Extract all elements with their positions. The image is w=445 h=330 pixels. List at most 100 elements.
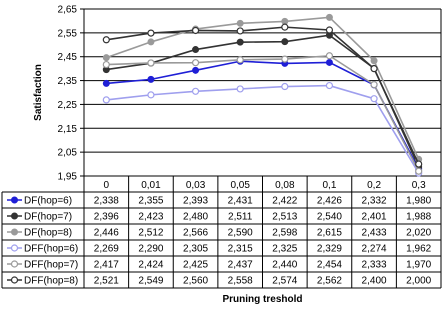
- data-table-cell: 2,440: [272, 260, 297, 271]
- x-tick-label: 0: [104, 180, 110, 191]
- series-line: [106, 16, 420, 160]
- y-tick-label: 2,05: [58, 148, 78, 159]
- data-table-cell: 2,511: [228, 212, 253, 223]
- data-table-cell: 2,401: [362, 212, 387, 223]
- data-table-cell: 2,480: [183, 212, 208, 223]
- data-table-cell: 2,305: [183, 244, 208, 255]
- data-table-cell: 2,431: [228, 196, 253, 207]
- data-point: [370, 81, 378, 89]
- data-table-cell: 2,400: [362, 276, 387, 287]
- data-point: [192, 66, 200, 74]
- data-point: [236, 38, 244, 46]
- data-table-cell: 2,396: [94, 212, 119, 223]
- series-line: [106, 54, 420, 172]
- legend-label: DFF(hop=8): [24, 276, 78, 287]
- legend-key-marker: [10, 244, 19, 252]
- y-tick-label: 2,15: [58, 124, 78, 135]
- data-point: [147, 91, 155, 99]
- data-point: [281, 17, 289, 25]
- data-table-cell: 1,988: [406, 212, 431, 223]
- data-table-cell: 2,454: [317, 260, 342, 271]
- data-table-cell: 2,615: [317, 228, 342, 239]
- data-point: [281, 23, 289, 31]
- x-tick-label: 0,08: [275, 180, 295, 191]
- data-table-cell: 2,422: [272, 196, 297, 207]
- y-tick-label: 2,25: [58, 100, 78, 111]
- data-table-cell: 2,512: [138, 228, 163, 239]
- data-point: [236, 19, 244, 27]
- data-point: [281, 38, 289, 46]
- series-line: [106, 84, 420, 174]
- data-point: [102, 60, 110, 69]
- y-axis-title: Satisfaction: [33, 64, 44, 121]
- data-point: [102, 79, 110, 87]
- data-table-cell: 2,433: [362, 228, 387, 239]
- y-tick-label: 2,45: [58, 52, 78, 63]
- legend-label: DF(hop=7): [24, 212, 72, 223]
- data-point: [325, 13, 333, 21]
- x-tick-label: 0,01: [141, 180, 161, 191]
- legend-key-marker: [11, 212, 18, 220]
- legend-label: DFF(hop=7): [24, 260, 78, 271]
- data-table-cell: 2,566: [183, 228, 208, 239]
- x-tick-label: 0,1: [322, 180, 336, 191]
- legend-label: DF(hop=6): [24, 196, 72, 207]
- data-table-cell: 1,980: [406, 196, 431, 207]
- y-tick-label: 2,35: [58, 76, 78, 87]
- data-table-cell: 2,560: [183, 276, 208, 287]
- x-axis-title: Pruning treshold: [223, 294, 303, 305]
- data-table-cell: 2,549: [138, 276, 163, 287]
- x-tick-label: 0,3: [412, 180, 426, 191]
- data-table-cell: 2,590: [228, 228, 253, 239]
- data-point: [147, 29, 155, 37]
- data-table-cell: 2,315: [228, 244, 253, 255]
- data-point: [191, 26, 200, 35]
- data-point: [147, 59, 155, 67]
- data-point: [102, 54, 110, 62]
- data-table-cell: 2,338: [94, 196, 119, 207]
- y-tick-label: 2,55: [58, 28, 78, 39]
- data-point: [325, 52, 334, 60]
- data-point: [325, 81, 334, 90]
- data-table-cell: 2,598: [272, 228, 297, 239]
- data-table-cell: 2,540: [317, 212, 342, 223]
- data-table-cell: 2,558: [228, 276, 253, 287]
- data-point: [236, 56, 244, 64]
- data-point: [191, 59, 200, 67]
- y-tick-label: 1,95: [58, 172, 78, 183]
- legend-key-marker: [10, 260, 19, 268]
- data-point: [370, 65, 378, 73]
- data-table-cell: 2,290: [138, 244, 163, 255]
- data-table-cell: 1,962: [406, 244, 431, 255]
- data-point: [147, 38, 155, 46]
- data-table-cell: 2,513: [272, 212, 297, 223]
- data-table-cell: 2,574: [272, 276, 297, 287]
- data-point: [281, 55, 289, 63]
- x-tick-label: 0,05: [230, 180, 250, 191]
- x-tick-label: 0,03: [186, 180, 206, 191]
- legend-key-marker: [11, 196, 18, 204]
- data-table-cell: 2,425: [183, 260, 208, 271]
- legend-key-marker: [10, 276, 19, 284]
- data-point: [370, 95, 378, 103]
- data-point: [192, 46, 200, 54]
- data-point: [102, 96, 110, 104]
- data-point: [415, 160, 423, 168]
- data-table-cell: 2,269: [94, 244, 119, 255]
- data-table-cell: 2,562: [317, 276, 342, 287]
- data-table-cell: 2,325: [272, 244, 297, 255]
- data-table-cell: 2,000: [406, 276, 431, 287]
- data-table-cell: 2,274: [362, 244, 387, 255]
- series-line: [106, 26, 420, 165]
- data-table-cell: 2,446: [94, 228, 119, 239]
- data-table-cell: 2,424: [138, 260, 163, 271]
- data-table-cell: 2,020: [406, 228, 431, 239]
- legend-key-marker: [11, 228, 18, 236]
- x-tick-label: 0,2: [367, 180, 381, 191]
- data-point: [236, 27, 244, 35]
- data-point: [281, 82, 289, 91]
- data-table-cell: 2,426: [317, 196, 342, 207]
- data-point: [102, 36, 110, 44]
